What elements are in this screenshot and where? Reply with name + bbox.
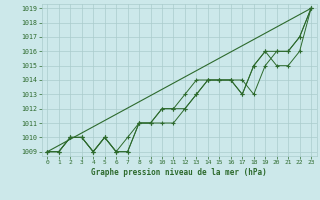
X-axis label: Graphe pression niveau de la mer (hPa): Graphe pression niveau de la mer (hPa) bbox=[91, 168, 267, 177]
